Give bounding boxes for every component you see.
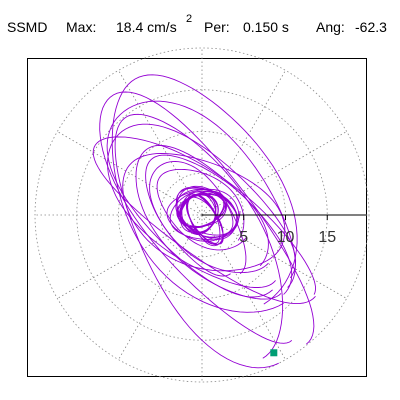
angle-value: -62.3 [355,19,387,35]
tick-label: 15 [318,229,336,246]
orbit-path [111,74,298,313]
orbit-path [106,100,296,298]
radial-axis: 5 10 15 [202,214,366,246]
chart-header: SSMD Max: 18.4 cm/s 2 Per: 0.150 s Ang: … [0,0,400,52]
orbit-path [186,193,224,247]
plot-frame [27,58,367,377]
period-value: 0.150 s [243,19,289,35]
angle-label: Ang: [316,19,345,35]
endpoint-marker [270,349,278,357]
orbit-path [99,91,315,345]
orbit-path [92,136,316,305]
endpoint-marker-group [270,349,278,357]
max-unit-exponent: 2 [186,13,193,25]
grid-ring [34,47,370,383]
orbit-path [156,168,247,251]
orbit-path [149,161,247,277]
station-code: SSMD [7,19,48,35]
orbit-path [179,191,219,235]
motion-trace [92,74,316,369]
max-value: 18.4 cm/s [116,19,177,35]
tick-label: 10 [277,229,295,246]
orbit-path [122,153,286,272]
max-label: Max: [66,19,97,35]
orbit-path [114,113,284,369]
period-label: Per: [204,19,230,35]
tick-label: 5 [239,229,248,246]
orbit-path [145,154,269,274]
